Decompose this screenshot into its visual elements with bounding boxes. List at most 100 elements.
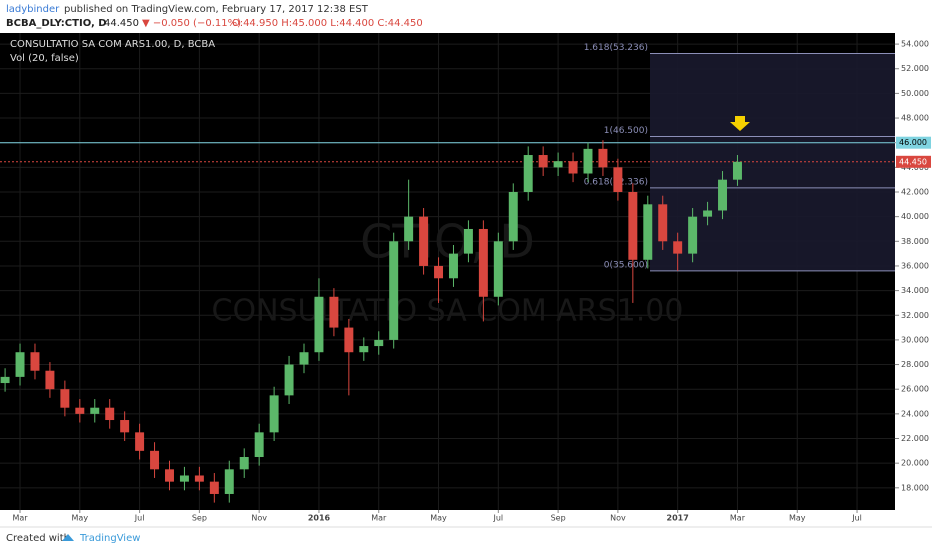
y-tick-label: 22.000 (901, 434, 929, 443)
candle-body (314, 296, 324, 353)
candle-body (30, 352, 40, 371)
candle-body (523, 155, 533, 192)
fib-label: 0(35.600) (604, 260, 648, 270)
x-tick-label: May (430, 514, 447, 523)
candle-body (45, 370, 55, 390)
x-tick-label: Jul (134, 514, 145, 523)
y-tick-label: 36.000 (901, 261, 929, 270)
candle-body (404, 216, 414, 242)
candle-body (658, 204, 668, 242)
candle-body (90, 407, 100, 414)
price-tag (896, 155, 931, 168)
x-tick-label: Mar (12, 514, 28, 523)
candle-body (75, 407, 85, 414)
x-tick-label: May (789, 514, 806, 523)
candle-body (374, 339, 384, 347)
candle-body (538, 155, 548, 168)
y-tick-label: 50.000 (901, 89, 929, 98)
candle-body (15, 352, 25, 377)
candle-body (224, 469, 234, 494)
change: ▼ −0.050 (−0.11%) (142, 18, 241, 29)
candle-body (0, 376, 10, 384)
candle-body (120, 420, 130, 433)
candle-body (150, 450, 160, 470)
candle-body (284, 364, 294, 396)
x-tick-label: Mar (371, 514, 387, 523)
footer-brand[interactable]: TradingView (79, 533, 140, 544)
x-tick-label: Jul (851, 514, 862, 523)
x-tick-label: 2017 (667, 514, 689, 523)
fib-label: 1.618(53.236) (584, 43, 648, 53)
y-tick-label: 40.000 (901, 212, 929, 221)
y-tick-label: 26.000 (901, 385, 929, 394)
footer-created: Created with (6, 533, 70, 544)
candle-body (688, 216, 698, 254)
x-tick-label: Sep (551, 514, 566, 523)
arrow (730, 116, 750, 131)
candle-body (344, 327, 354, 353)
candle-body (493, 241, 503, 297)
candle-body (419, 216, 429, 266)
candle-body (478, 228, 488, 297)
candle-body (209, 481, 219, 494)
price-tag-label: 44.450 (899, 157, 927, 166)
y-tick-label: 32.000 (901, 311, 929, 320)
price-tag (896, 136, 931, 149)
y-tick-label: 24.000 (901, 409, 929, 418)
candle-body (135, 432, 145, 451)
candle-body (105, 407, 115, 421)
candle-body (598, 148, 608, 168)
y-tick-label: 18.000 (901, 483, 929, 492)
watermark: CTIO, D (360, 215, 535, 269)
x-tick-label: Jul (492, 514, 503, 523)
candle-body (60, 389, 70, 408)
candle-body (299, 352, 309, 365)
logo (62, 534, 74, 541)
candle-body (269, 395, 279, 433)
plot: CTIO, D CONSULTATIO SA COM ARS1.00 1.618(5… (0, 33, 895, 510)
y-tick-label: 54.000 (901, 40, 929, 49)
candle-body (508, 192, 518, 242)
candle-body (389, 241, 399, 340)
candle-body (613, 167, 623, 192)
x-tick-label: May (72, 514, 89, 523)
candle-body (703, 210, 713, 217)
watermark: CONSULTATIO SA COM ARS1.00 (212, 294, 684, 329)
ohlc: O:44.950 H:45.000 L:44.400 C:44.450 (232, 18, 423, 29)
y-tick-label: 20.000 (901, 459, 929, 468)
chart-title: CONSULTATIO SA COM ARS1.00, D, BCBA (10, 39, 215, 50)
candle-body (165, 469, 174, 482)
candle-body (194, 475, 204, 482)
y-tick-label: 52.000 (901, 64, 929, 73)
candle-body (329, 296, 339, 328)
symbol: BCBA_DLY:CTIO, D (6, 18, 107, 29)
chart-subtitle: Vol (20, false) (10, 53, 79, 64)
candle-body (239, 457, 249, 470)
candle-body (254, 432, 264, 457)
candle-body (628, 192, 638, 260)
candle-body (673, 241, 683, 254)
author[interactable]: ladybinder (6, 4, 60, 15)
candle-body (179, 475, 189, 482)
y-tick-label: 30.000 (901, 335, 929, 344)
last-price: 44.450 (104, 18, 139, 29)
x-tick-label: 2016 (308, 514, 331, 523)
candle-body (718, 179, 728, 211)
candle-body (448, 253, 458, 279)
candle-body (643, 204, 653, 260)
y-tick-label: 34.000 (901, 286, 929, 295)
published: published on TradingView.com, February 1… (64, 4, 369, 15)
fib-label: 1(46.500) (604, 126, 648, 136)
candle-body (434, 265, 444, 279)
candle-body (732, 161, 742, 180)
price-tag-label: 46.000 (899, 138, 927, 147)
candle-body (553, 161, 563, 168)
x-tick-label: Nov (610, 514, 626, 523)
candle-body (359, 346, 369, 353)
y-tick-label: 28.000 (901, 360, 929, 369)
x-tick-label: Mar (730, 514, 746, 523)
y-tick-label: 42.000 (901, 188, 929, 197)
y-tick-label: 48.000 (901, 114, 929, 123)
